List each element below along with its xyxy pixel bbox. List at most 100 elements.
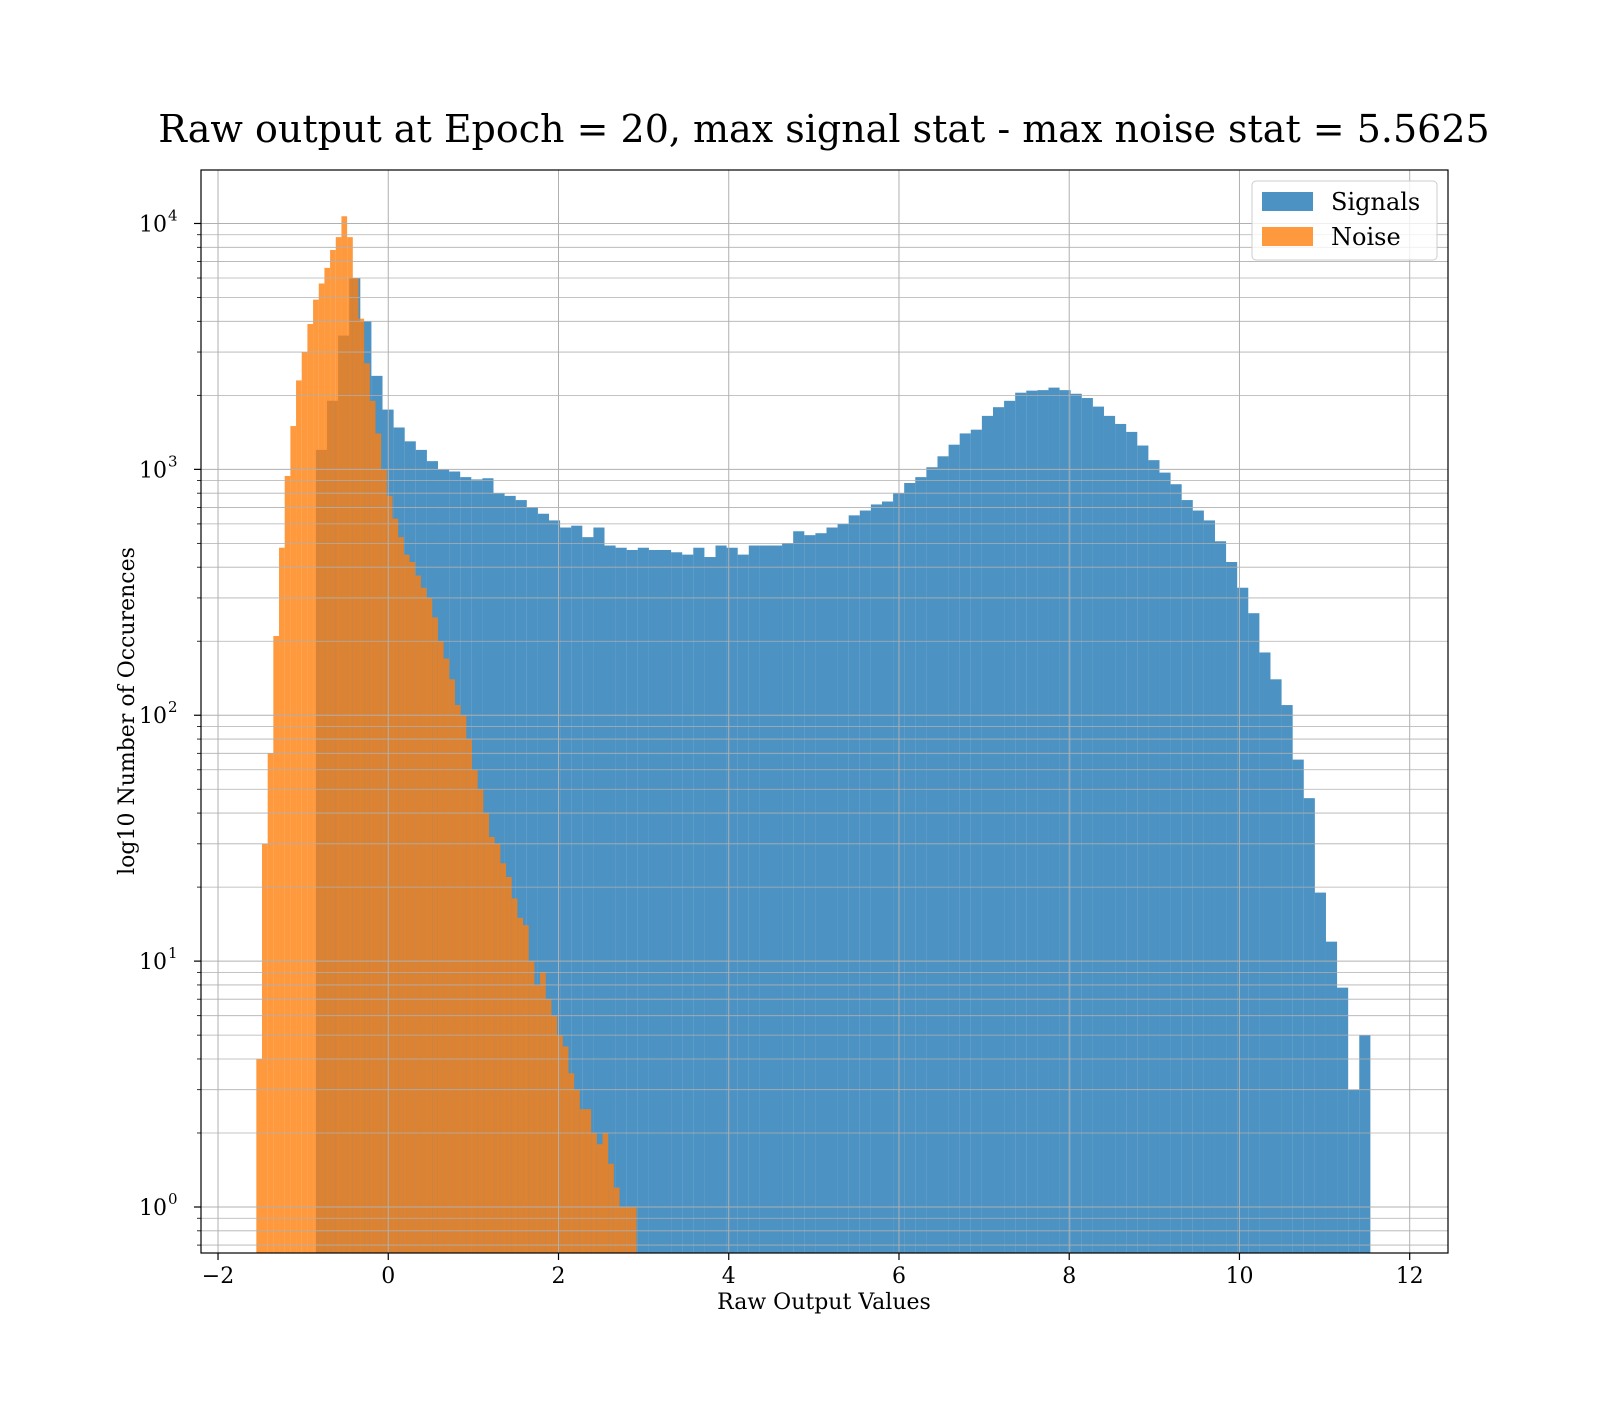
noise-bar xyxy=(386,495,393,1253)
signals-bar xyxy=(604,545,616,1253)
y-tick-label: 10 xyxy=(139,1196,167,1221)
noise-bar xyxy=(443,658,450,1253)
signals-bar xyxy=(1148,460,1160,1253)
noise-bar xyxy=(358,318,365,1253)
signals-bar xyxy=(1192,510,1204,1253)
noise-bar xyxy=(562,1046,569,1253)
signals-bar xyxy=(904,483,916,1253)
signals-bar xyxy=(815,533,827,1253)
signals-bar xyxy=(726,547,738,1253)
signals-bar xyxy=(1170,484,1182,1254)
signals-bar xyxy=(593,527,605,1253)
noise-bar xyxy=(296,380,302,1253)
signals-bar xyxy=(937,456,949,1253)
noise-bar xyxy=(483,813,489,1253)
noise-bar xyxy=(284,475,291,1254)
signals-bar xyxy=(1081,398,1093,1253)
noise-bar xyxy=(398,537,404,1253)
signals-bar xyxy=(859,510,871,1253)
legend-swatch-signals xyxy=(1262,192,1313,211)
signals-bar xyxy=(1203,520,1215,1253)
x-tick-label: 8 xyxy=(1062,1264,1076,1289)
x-tick-label: 4 xyxy=(722,1264,736,1289)
noise-bar xyxy=(545,999,552,1253)
noise-bar xyxy=(630,1207,637,1253)
x-axis: −2 0 2 4 6 8 10 12 xyxy=(202,1253,1424,1289)
x-tick-label: 0 xyxy=(381,1264,395,1289)
signals-bar xyxy=(1070,393,1082,1253)
noise-bar xyxy=(574,1089,580,1253)
signals-bar xyxy=(1259,652,1271,1253)
signals-bar xyxy=(626,549,638,1253)
noise-bar xyxy=(466,739,472,1253)
x-axis-label: Raw Output Values xyxy=(717,1290,931,1315)
y-tick-exponent: 3 xyxy=(168,452,178,470)
noise-bar xyxy=(540,972,546,1253)
signals-bar xyxy=(881,501,894,1253)
signals-bar xyxy=(1292,759,1304,1253)
noise-bar xyxy=(534,984,541,1253)
signals-bar xyxy=(582,537,594,1253)
noise-bar xyxy=(415,575,421,1253)
signals-bar xyxy=(1159,472,1171,1253)
x-tick-label: 6 xyxy=(892,1264,906,1289)
grid-lines xyxy=(201,170,1448,1253)
signals-bar xyxy=(793,531,805,1253)
signals-bar xyxy=(1137,445,1149,1253)
noise-bar xyxy=(506,876,512,1253)
noise-bar xyxy=(307,324,314,1253)
signals-bar xyxy=(549,520,561,1253)
signals-bar xyxy=(959,433,971,1253)
signals-bar xyxy=(715,545,727,1253)
noise-bar xyxy=(523,925,529,1253)
legend: Signals Noise xyxy=(1251,180,1438,261)
noise-bar xyxy=(432,617,438,1253)
signals-bar xyxy=(1237,587,1249,1253)
noise-bar xyxy=(267,753,274,1253)
signals-bar xyxy=(560,527,572,1253)
signals-bar xyxy=(1181,500,1193,1254)
noise-bar xyxy=(409,561,416,1253)
signals-bar xyxy=(1026,390,1038,1253)
noise-bar xyxy=(352,278,359,1253)
noise-bar xyxy=(460,715,467,1253)
x-tick-label: 10 xyxy=(1225,1264,1253,1289)
noise-bar xyxy=(364,363,370,1253)
noise-bar xyxy=(471,769,478,1253)
y-tick-label: 10 xyxy=(139,950,167,975)
chart-title: Raw output at Epoch = 20, max signal sta… xyxy=(158,107,1489,151)
signals-bar xyxy=(848,515,860,1253)
y-tick-exponent: 2 xyxy=(168,698,178,716)
noise-bar xyxy=(437,641,444,1253)
noise-bar xyxy=(403,554,410,1253)
noise-bar xyxy=(301,352,308,1253)
noise-bar xyxy=(517,917,524,1253)
signals-bar xyxy=(759,545,771,1253)
noise-bar xyxy=(579,1109,586,1253)
noise-bar xyxy=(551,1015,558,1253)
signals-bar xyxy=(1214,541,1227,1253)
noise-bar xyxy=(256,1058,262,1253)
legend-label-noise: Noise xyxy=(1331,223,1401,251)
signals-bar xyxy=(504,495,516,1253)
noise-bar xyxy=(608,1163,614,1253)
x-tick-label: 12 xyxy=(1396,1264,1424,1289)
x-tick-label: 2 xyxy=(552,1264,566,1289)
signals-bar xyxy=(515,500,527,1254)
signals-bar xyxy=(1059,390,1071,1253)
signals-bar xyxy=(992,407,1005,1253)
noise-bar xyxy=(335,237,342,1253)
noise-bar xyxy=(420,587,427,1253)
noise-bar xyxy=(568,1073,575,1253)
signals-bar xyxy=(1359,1035,1371,1253)
noise-bar xyxy=(596,1144,603,1253)
noise-bar xyxy=(330,250,336,1253)
signals-bar xyxy=(970,429,982,1253)
signals-bar xyxy=(1048,387,1060,1253)
noise-bar xyxy=(625,1207,631,1253)
noise-bar xyxy=(426,597,433,1253)
noise-bar xyxy=(279,547,285,1253)
noise-bar xyxy=(273,636,280,1253)
